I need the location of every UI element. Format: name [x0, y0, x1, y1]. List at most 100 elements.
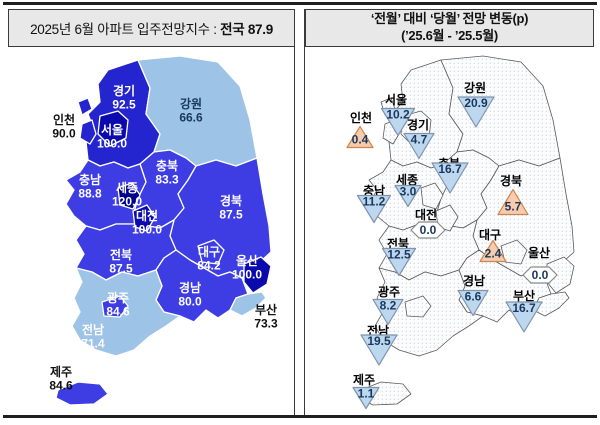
decrease-triangle-icon: [360, 334, 398, 366]
top-border-line: [3, 2, 597, 5]
region-label-sejong: 세종: [396, 172, 418, 187]
decrease-triangle-icon: [356, 194, 392, 224]
decrease-triangle-icon: [380, 107, 416, 137]
region-change-value-gyeonggi: 4.7: [411, 133, 428, 147]
region-value-chungnam: 88.8: [78, 187, 102, 201]
region-value-jeonbuk: 87.5: [109, 262, 133, 276]
decrease-triangle-icon: [381, 247, 417, 277]
panel-divider-left-edge: [294, 9, 295, 416]
region-jeju: [55, 381, 109, 406]
region-label-chungbuk: 충북: [156, 158, 178, 173]
nochange-diamond-icon: [410, 221, 446, 239]
region-outline-sejong: [420, 182, 444, 210]
region-label-daejeon: 대전: [415, 207, 437, 222]
region-value-gyeonggi: 92.5: [112, 98, 136, 112]
region-label-chungnam: 충남: [79, 172, 101, 187]
left-title-national: 전국 87.9: [220, 22, 273, 37]
month-over-month-change-map: 서울10.2인천0.4경기4.7강원20.9충북16.7충남11.2세종3.0대…: [346, 55, 575, 410]
region-label-jeonnam: 전남: [82, 322, 104, 337]
region-label-gyeongbuk: 경북: [500, 174, 522, 188]
region-label-gangwon: 강원: [464, 81, 486, 95]
region-label-daegu: 대구: [198, 245, 220, 259]
region-label-jeju: 제주: [353, 373, 375, 387]
nochange-diamond-icon: [522, 266, 558, 284]
region-change-value-jeonnam: 19.5: [367, 334, 391, 348]
region-incheon: [77, 97, 93, 116]
region-value-jeonnam: 71.4: [81, 337, 105, 351]
region-label-ulsan: 울산: [236, 253, 258, 268]
region-value-jeju: 84.6: [49, 379, 73, 393]
region-busan: [229, 291, 267, 317]
region-label-daejeon: 대전: [136, 208, 158, 223]
decrease-triangle-icon: [403, 132, 435, 160]
region-label-gyeonggi: 경기: [407, 117, 429, 132]
region-change-value-jeonbuk: 12.5: [387, 248, 411, 262]
region-value-gwangju: 84.6: [106, 305, 130, 319]
region-change-value-daegu: 2.4: [485, 247, 502, 261]
region-change-value-gyeongbuk: 5.7: [505, 200, 522, 214]
region-value-sejong: 120.0: [112, 195, 142, 209]
increase-triangle-icon: [479, 239, 507, 263]
region-value-gyeongbuk: 87.5: [219, 208, 243, 222]
region-label-gwangju: 광주: [378, 284, 400, 299]
region-change-value-sejong: 3.0: [400, 185, 417, 199]
region-gwangju: [101, 295, 129, 318]
decrease-triangle-icon: [505, 301, 543, 333]
region-label-gyeongnam: 경남: [179, 280, 201, 295]
region-daegu: [197, 239, 225, 265]
decrease-triangle-icon: [431, 162, 469, 194]
region-label-seoul: 서울: [385, 92, 407, 107]
region-outline-gwangju: [404, 295, 432, 318]
region-label-busan: 부산: [513, 288, 535, 303]
decrease-triangle-icon: [457, 96, 495, 128]
region-label-gangwon: 강원: [180, 97, 202, 111]
region-change-value-ulsan: 0.0: [532, 268, 549, 282]
region-value-chungbuk: 83.3: [155, 173, 179, 187]
region-value-daegu: 84.2: [197, 259, 221, 273]
region-jeonnam: [71, 267, 181, 357]
region-value-busan: 73.3: [254, 317, 278, 331]
right-panel-title: ‘전월’ 대비 ‘당월’ 전망 변동(p) (’25.6월 - ’25.5월): [305, 9, 594, 47]
left-title-text: 2025년 6월 아파트 입주전망지수 : 전국 87.9: [30, 18, 273, 38]
region-change-value-gwangju: 8.2: [380, 299, 397, 313]
region-sejong: [117, 182, 141, 210]
region-ulsan: [243, 256, 272, 294]
region-label-daegu: 대구: [479, 228, 501, 242]
region-daejeon: [132, 204, 156, 232]
panel-divider-right-edge: [304, 9, 305, 416]
left-panel-title: 2025년 6월 아파트 입주전망지수 : 전국 87.9: [8, 9, 295, 47]
region-outline-gangwon: [440, 55, 561, 167]
region-seoul: [97, 110, 129, 147]
region-change-value-daejeon: 0.0: [420, 223, 437, 237]
region-outline-jeonnam: [374, 267, 484, 357]
region-value-gangwon: 66.6: [179, 111, 203, 125]
region-change-value-jeju: 1.1: [358, 387, 375, 401]
region-change-value-incheon: 0.4: [352, 133, 369, 147]
decrease-triangle-icon: [457, 289, 489, 317]
region-value-daejeon: 100.0: [132, 223, 162, 237]
region-change-value-busan: 16.7: [512, 301, 536, 315]
increase-triangle-icon: [346, 125, 374, 149]
region-change-value-seoul: 10.2: [386, 108, 410, 122]
region-change-value-gyeongnam: 6.6: [465, 290, 482, 304]
region-label-incheon: 인천: [350, 110, 372, 125]
region-change-value-gangwon: 20.9: [464, 96, 488, 110]
region-label-jeju: 제주: [50, 365, 72, 379]
left-title-prefix: 2025년 6월 아파트 입주전망지수 :: [30, 22, 221, 37]
region-label-ulsan: 울산: [528, 245, 550, 260]
region-value-incheon: 90.0: [52, 127, 76, 141]
region-label-jeonbuk: 전북: [387, 236, 409, 251]
decrease-triangle-icon: [394, 184, 422, 208]
decrease-triangle-icon: [352, 386, 380, 410]
region-value-gyeongnam: 80.0: [178, 295, 202, 309]
region-change-value-chungbuk: 16.7: [438, 162, 462, 176]
increase-triangle-icon: [497, 188, 529, 216]
region-change-value-chungnam: 11.2: [363, 195, 386, 209]
region-value-ulsan: 100.0: [232, 268, 262, 282]
region-label-gyeonggi: 경기: [113, 83, 135, 98]
region-label-gyeongbuk: 경북: [220, 194, 242, 208]
decrease-triangle-icon: [372, 298, 404, 326]
region-label-jeonbuk: 전북: [110, 247, 132, 262]
